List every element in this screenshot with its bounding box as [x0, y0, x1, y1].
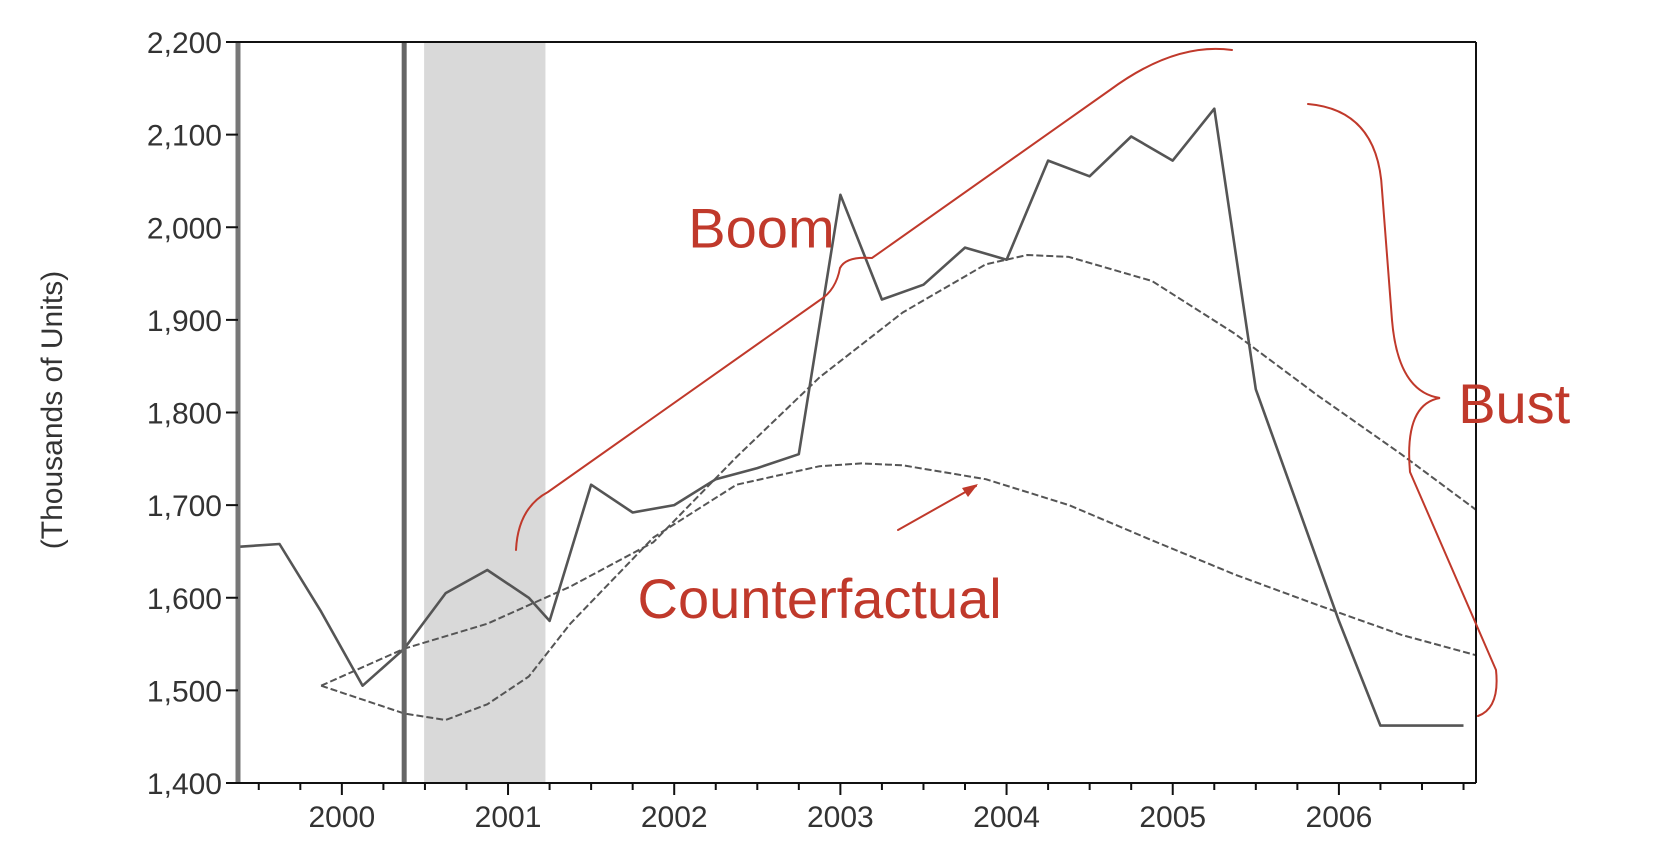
- x-tick-label: 2002: [641, 801, 708, 834]
- annotations: Boom Counterfactual Bust: [515, 47, 1571, 717]
- series-line-3: [320, 462, 1477, 721]
- x-tick-label: 2003: [807, 801, 874, 834]
- counterfactual-arrow: [897, 485, 977, 531]
- y-tick-label: 1,900: [147, 305, 222, 338]
- y-tick-label: 2,200: [147, 27, 222, 60]
- annotation-counterfactual: Counterfactual: [638, 567, 1002, 630]
- annotation-bust: Bust: [1458, 372, 1570, 435]
- y-tick-label: 1,600: [147, 583, 222, 616]
- y-tick-label: 1,800: [147, 398, 222, 431]
- boom-brace: [515, 47, 1233, 551]
- y-tick-label: 1,400: [147, 768, 222, 801]
- x-axis-ticks: 2000 2001 2002 2003 2004 2005 2006: [257, 783, 1465, 834]
- x-tick-label: 2000: [308, 801, 375, 834]
- axes: [235, 41, 1477, 784]
- y-axis-label: (Thousands of Units): [36, 271, 69, 549]
- series-lines: [237, 107, 1477, 727]
- y-tick-label: 1,500: [147, 675, 222, 708]
- x-tick-label: 2004: [973, 801, 1040, 834]
- series-line-2: [320, 254, 1477, 687]
- y-tick-label: 1,700: [147, 490, 222, 523]
- y-tick-label: 2,000: [147, 212, 222, 245]
- x-tick-label: 2006: [1306, 801, 1373, 834]
- series-line-1: [237, 107, 1464, 727]
- y-axis-ticks: 1,400 1,500 1,600 1,700 1,800 1,900 2,000 2,100…: [147, 27, 238, 801]
- counterfactual-arrowhead: [962, 484, 978, 497]
- recession-shading: [424, 42, 546, 783]
- y-tick-label: 2,100: [147, 120, 222, 153]
- annotation-boom: Boom: [688, 196, 834, 259]
- bust-brace: [1307, 103, 1498, 717]
- x-tick-label: 2005: [1139, 801, 1206, 834]
- x-tick-label: 2001: [475, 801, 542, 834]
